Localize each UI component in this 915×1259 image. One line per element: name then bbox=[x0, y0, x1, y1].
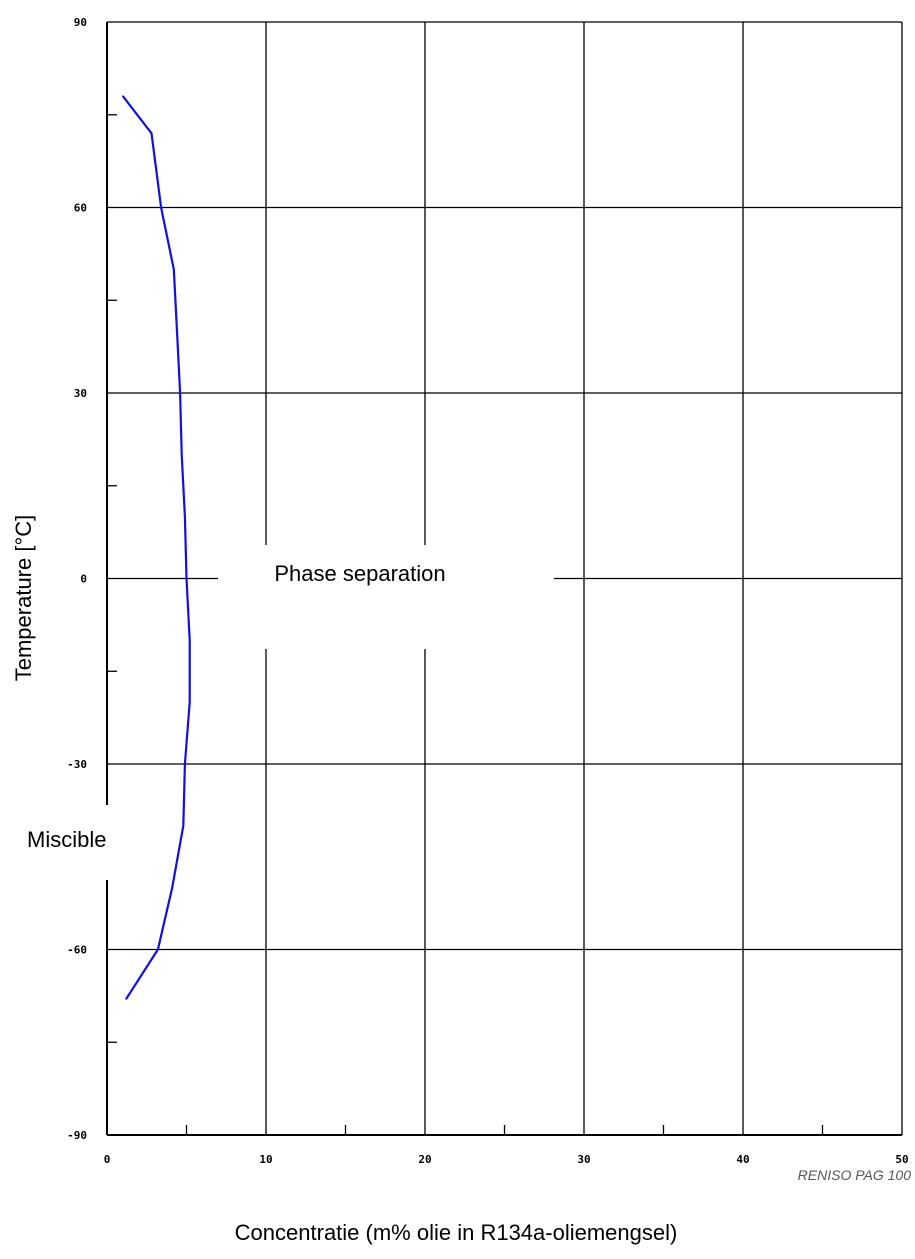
data-point-2 bbox=[160, 206, 162, 209]
data-point-11 bbox=[184, 763, 186, 765]
phase-separation-annotation: Phase separation bbox=[274, 561, 445, 586]
x-tick-label-0: 0 bbox=[104, 1153, 111, 1166]
y-tick-label--60: -60 bbox=[67, 944, 87, 957]
data-point-7 bbox=[184, 515, 186, 518]
data-point-10 bbox=[188, 701, 191, 703]
y-tick-label-30: 30 bbox=[74, 387, 87, 400]
series-layer bbox=[122, 95, 191, 1000]
data-point-14 bbox=[157, 948, 159, 951]
series-line-0 bbox=[122, 95, 191, 1000]
data-point-8 bbox=[185, 577, 188, 580]
x-axis-title: Concentratie (m% olie in R134a-oliemengs… bbox=[235, 1220, 678, 1245]
miscible-annotation: Miscible bbox=[27, 827, 106, 852]
data-point-3 bbox=[172, 268, 175, 271]
miscible-label-background bbox=[20, 805, 138, 880]
data-point-1 bbox=[150, 132, 153, 135]
data-point-15 bbox=[125, 998, 127, 1000]
data-point-6 bbox=[180, 454, 183, 456]
y-tick-label--90: -90 bbox=[67, 1129, 87, 1142]
y-tick-label-0: 0 bbox=[80, 573, 87, 586]
data-point-12 bbox=[182, 825, 185, 827]
y-tick-label--30: -30 bbox=[67, 758, 87, 771]
data-point-5 bbox=[179, 392, 181, 394]
data-point-9 bbox=[188, 639, 191, 642]
data-point-4 bbox=[176, 330, 178, 332]
data-point-13 bbox=[171, 886, 173, 889]
phase-separation-label-background bbox=[218, 545, 554, 649]
x-tick-label-10: 10 bbox=[259, 1153, 272, 1166]
y-tick-label-60: 60 bbox=[74, 202, 87, 215]
x-tick-label-40: 40 bbox=[736, 1153, 749, 1166]
x-tick-label-20: 20 bbox=[418, 1153, 431, 1166]
x-tick-label-50: 50 bbox=[895, 1153, 908, 1166]
y-tick-label-90: 90 bbox=[74, 16, 87, 29]
source-note: RENISO PAG 100 bbox=[798, 1167, 912, 1183]
x-tick-label-30: 30 bbox=[577, 1153, 590, 1166]
tick-label-layer: 0 10 20 30 40 50 -90 -60 -30 0 30 60 90 bbox=[67, 16, 909, 1166]
y-axis-title: Temperature [°C] bbox=[11, 515, 36, 682]
data-point-0 bbox=[122, 95, 124, 97]
